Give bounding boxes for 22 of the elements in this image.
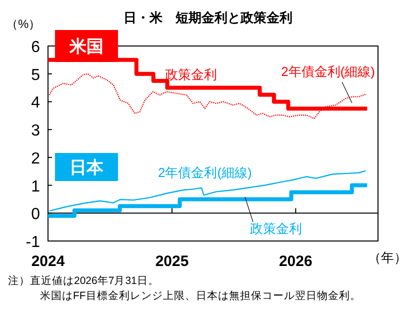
chart-title: 日・米 短期金利と政策金利 [124,10,292,25]
x-axis-title: （年） [368,250,407,265]
series-label: 2年債金利(細線) [158,165,252,180]
y-tick-label: 5 [31,66,40,84]
x-tick-label: 2026 [278,253,312,270]
y-tick-label: 0 [31,206,40,224]
text: 注）直近値は2026年7月31日。 [8,274,159,287]
y-axis-title: （%） [6,17,41,31]
y-tick-label: -1 [26,234,40,251]
series-label: 政策金利 [165,67,217,82]
y-tick-label: 4 [31,94,40,112]
x-tick-label: 2024 [31,253,66,270]
series-label: 2年債金利(細線) [281,64,375,79]
text: 米国はFF目標金利レンジ上限、日本は無担保コール翌日物金利。 [40,289,361,302]
x-tick-label: 2025 [155,253,189,270]
y-tick-label: 3 [31,122,40,140]
y-tick-label: 6 [31,39,40,56]
annotation: 米国 [68,37,104,56]
annotation: 日本 [70,158,104,177]
y-tick-label: 1 [31,178,40,196]
y-tick-label: 2 [31,150,40,168]
series-label: 政策金利 [250,221,302,236]
